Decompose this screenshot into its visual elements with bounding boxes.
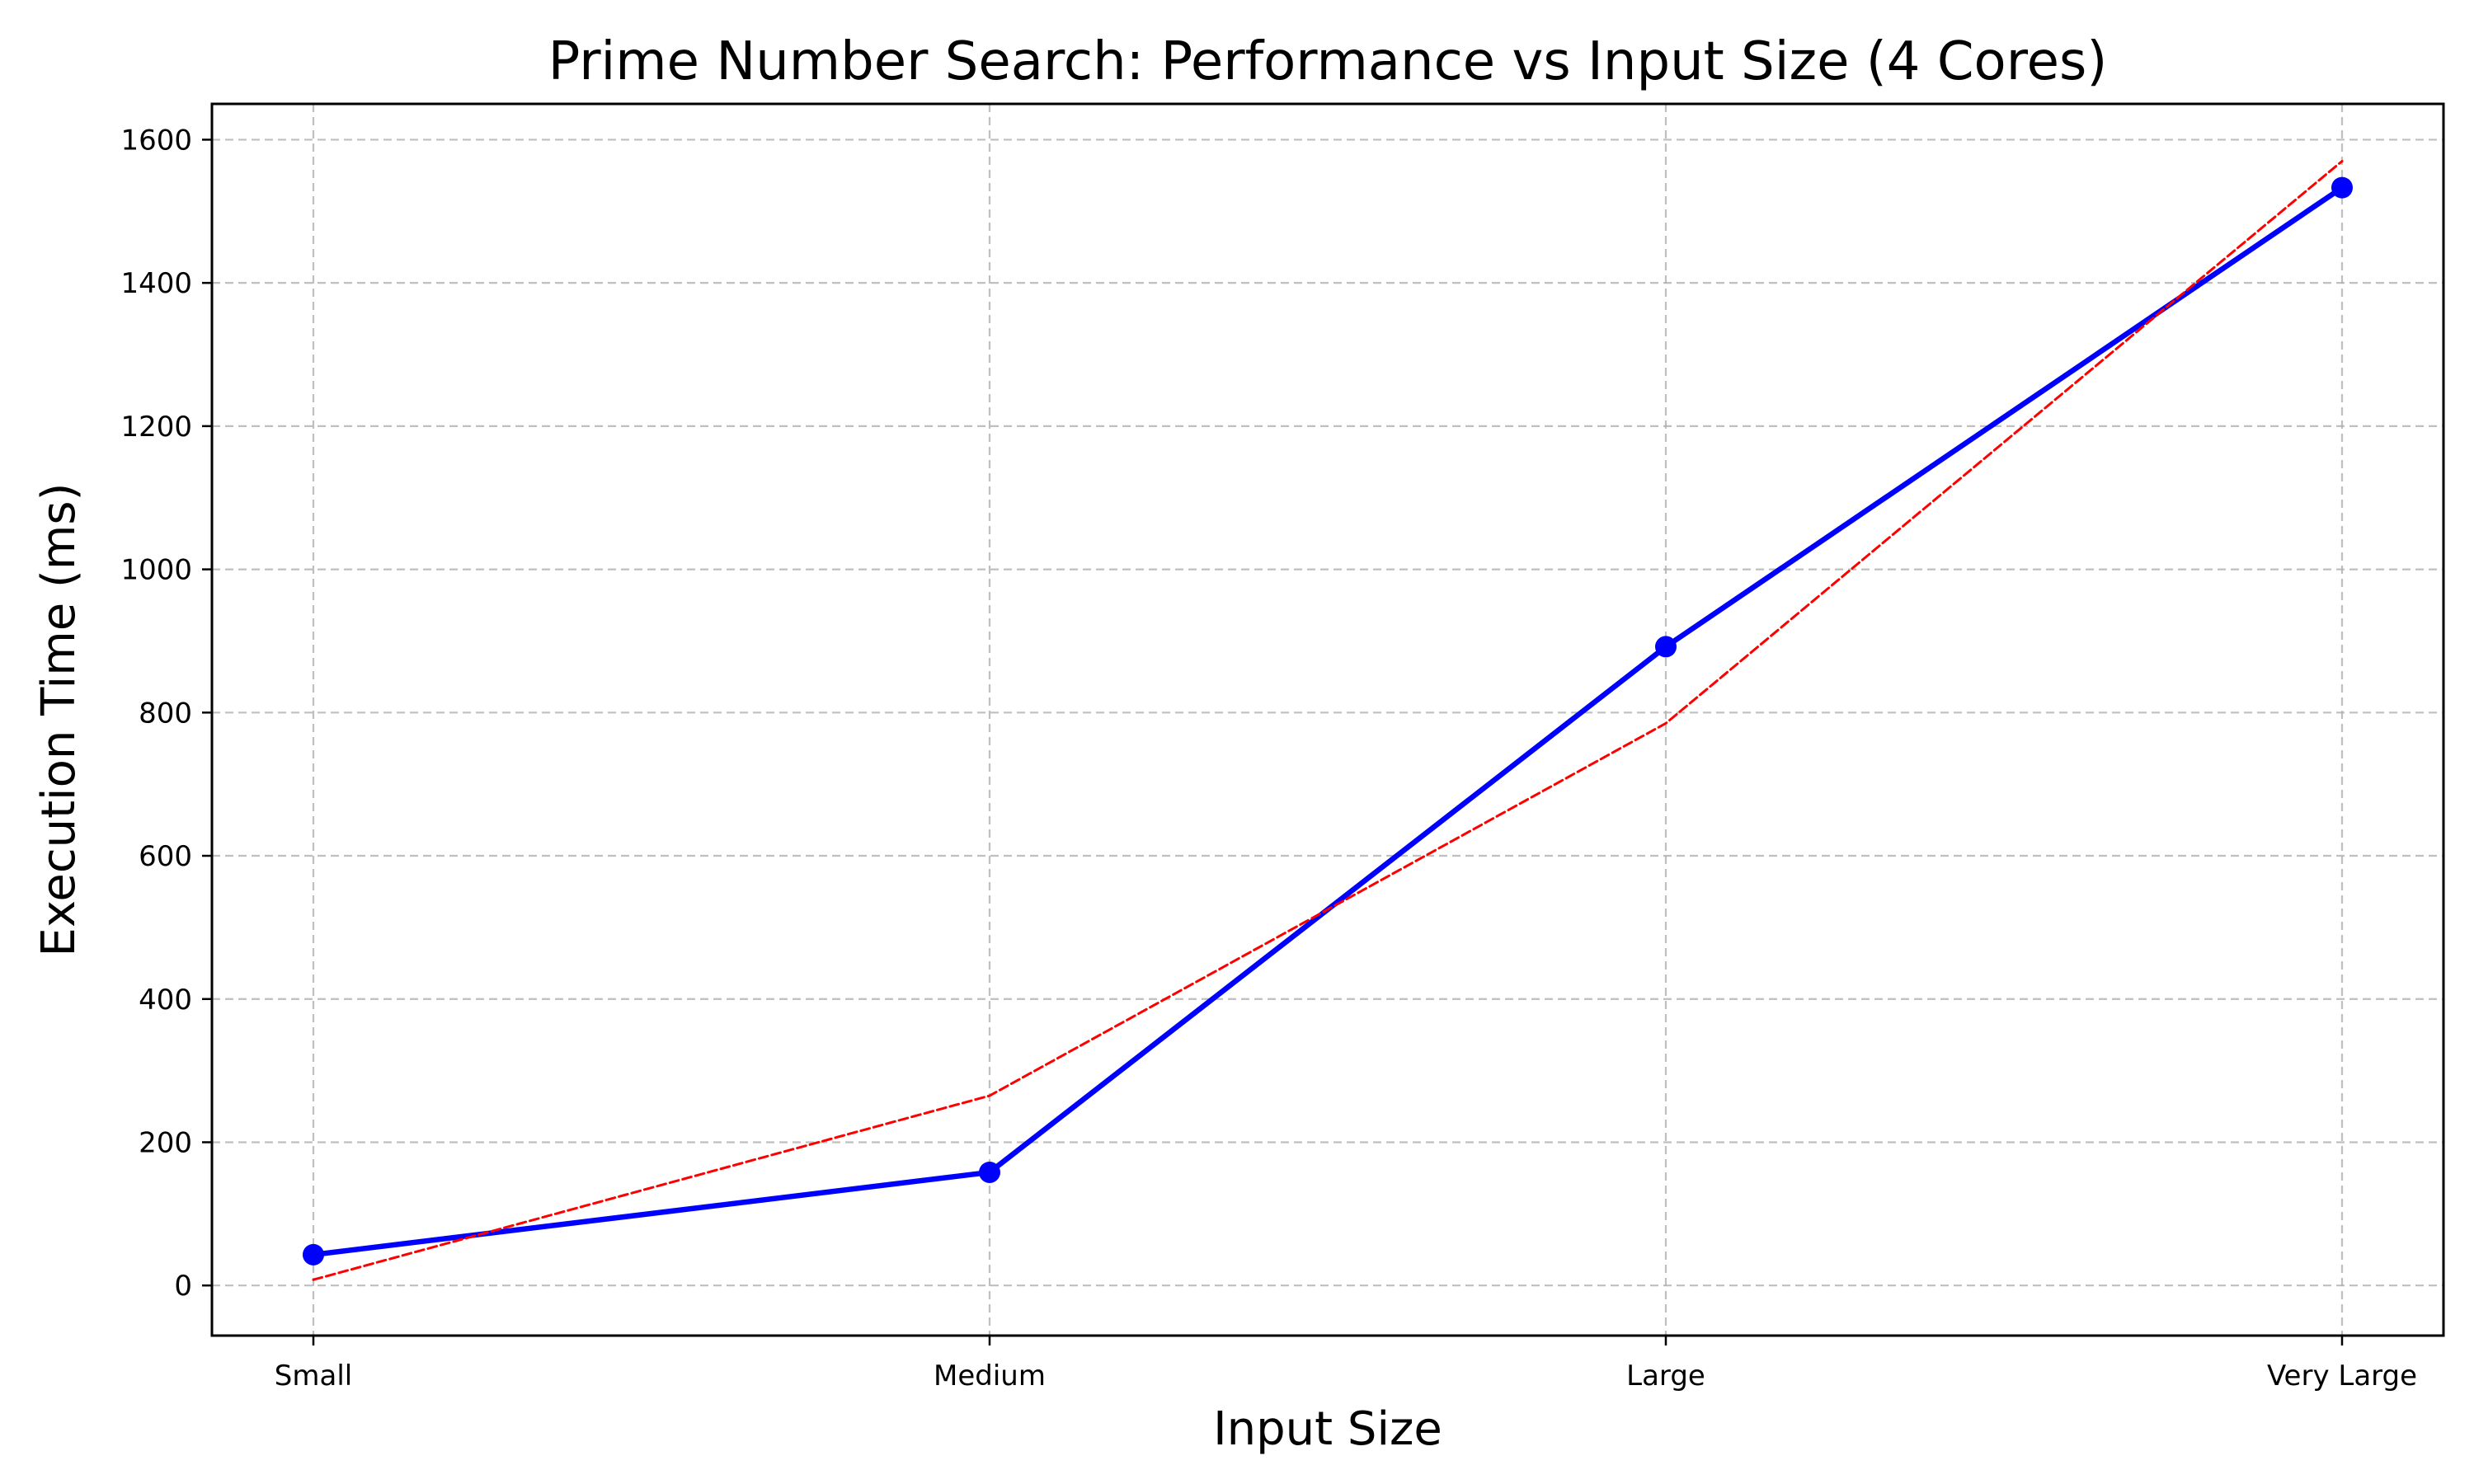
x-tick-label: Small [275, 1360, 352, 1392]
plot-frame [210, 102, 2445, 1337]
y-axis-title: Execution Time (ms) [32, 483, 86, 957]
series-point-0 [1655, 636, 1677, 658]
series-point-0 [303, 1243, 324, 1266]
x-axis-title: Input Size [1213, 1402, 1442, 1456]
x-tick-label: Very Large [2267, 1360, 2417, 1392]
series-point-0 [979, 1161, 1000, 1183]
y-tick-label: 1200 [120, 411, 192, 444]
chart-title: Prime Number Search: Performance vs Inpu… [548, 31, 2108, 92]
y-tick-label: 1600 [120, 124, 192, 157]
x-tick-label: Medium [934, 1360, 1046, 1392]
series-point-0 [2331, 176, 2353, 199]
y-tick-label: 400 [139, 984, 192, 1017]
series-line-1 [312, 159, 2344, 1281]
y-tick-label: 1000 [120, 554, 192, 587]
y-tick-label: 0 [174, 1270, 192, 1303]
y-tick-label: 800 [139, 697, 192, 730]
grid-layer [212, 104, 2443, 1336]
x-tick-label: Large [1626, 1360, 1705, 1392]
y-tick-label: 1400 [120, 267, 192, 300]
y-tick-label: 200 [139, 1126, 192, 1159]
series-layer [303, 159, 2353, 1281]
ticks-layer: 0 200 400 600 800 1000 1200 1400 1600 Small Medium… [120, 124, 2417, 1392]
y-tick-label: 600 [139, 840, 192, 873]
